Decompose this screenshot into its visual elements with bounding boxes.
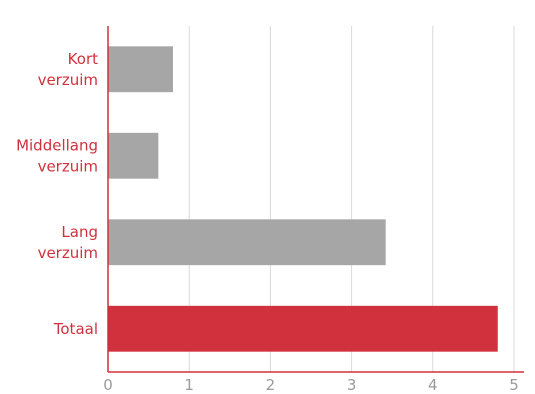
bar-kort-verzuim <box>108 46 173 93</box>
x-tick-label-5: 5 <box>509 376 519 394</box>
category-label-line: Totaal <box>53 320 98 338</box>
category-labels: Kort verzuim Middellang verzuim Lang verzuim T… <box>16 50 98 338</box>
x-tick-label-1: 1 <box>184 376 194 394</box>
category-label-line: verzuim <box>38 71 98 89</box>
category-label-line: Middellang <box>16 136 98 154</box>
x-tick-labels: 0 1 2 3 4 5 <box>103 376 519 394</box>
bars <box>108 46 498 352</box>
x-tick-label-2: 2 <box>266 376 276 394</box>
category-label-lang-verzuim: Lang verzuim <box>38 223 98 262</box>
x-tick-label-0: 0 <box>103 376 113 394</box>
category-label-line: verzuim <box>38 244 98 262</box>
category-label-line: verzuim <box>38 157 98 175</box>
bar-middellang-verzuim <box>108 132 159 179</box>
category-label-line: Kort <box>68 50 98 68</box>
category-label-totaal: Totaal <box>53 320 98 338</box>
x-tick-label-3: 3 <box>347 376 357 394</box>
category-label-middellang-verzuim: Middellang verzuim <box>16 136 98 175</box>
category-label-line: Lang <box>61 223 98 241</box>
axes <box>107 26 524 373</box>
bar-totaal <box>108 305 498 352</box>
bar-lang-verzuim <box>108 219 386 266</box>
x-tick-label-4: 4 <box>428 376 438 394</box>
category-label-kort-verzuim: Kort verzuim <box>38 50 99 89</box>
